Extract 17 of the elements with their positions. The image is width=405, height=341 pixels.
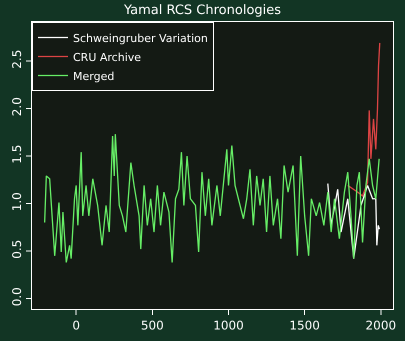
x-tick-label: 500: [140, 318, 164, 332]
y-tick-label: 2.5: [10, 50, 24, 69]
x-tick-label: 1000: [213, 318, 244, 332]
line-series: [347, 42, 380, 197]
y-tick-label: 2.0: [10, 97, 24, 116]
y-tick-label: 1.5: [10, 144, 24, 164]
x-tick-label: 2000: [366, 318, 396, 332]
y-tick-label: 0.0: [10, 287, 24, 306]
x-tick-label: 1500: [289, 318, 320, 332]
line-series: [44, 133, 380, 264]
legend-label: Schweingruber Variation: [73, 32, 208, 45]
legend-label: Merged: [73, 70, 114, 83]
legend-label: CRU Archive: [73, 50, 142, 64]
x-tick-label: 0: [72, 318, 80, 332]
chart-title: Yamal RCS Chronologies: [122, 3, 282, 18]
y-tick-label: 1.0: [10, 192, 24, 212]
y-tick-label: 0.5: [10, 240, 24, 259]
